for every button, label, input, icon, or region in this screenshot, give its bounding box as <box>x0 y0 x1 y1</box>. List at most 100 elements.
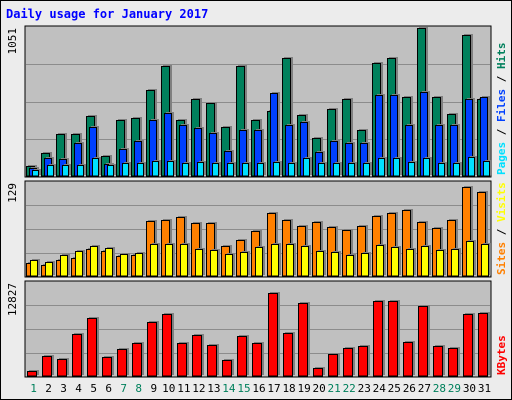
bar-pages-day-2 <box>47 165 54 177</box>
legend-item: Hits <box>495 43 508 70</box>
bar-pages-day-24 <box>378 158 385 177</box>
bar-sites-day-10 <box>165 244 173 277</box>
bar-kbytes-day-9 <box>147 322 157 377</box>
bar-kbytes-day-26 <box>403 342 413 377</box>
bar-pages-day-10 <box>167 161 174 177</box>
bar-kbytes-day-18 <box>283 333 293 377</box>
bar-pages-day-11 <box>182 163 189 177</box>
bar-kbytes-day-23 <box>358 346 368 377</box>
bar-pages-day-1 <box>32 170 39 177</box>
bar-kbytes-day-12 <box>192 335 202 377</box>
bar-pages-day-8 <box>137 163 144 177</box>
bar-kbytes-day-2 <box>42 356 52 377</box>
x-tick-label-day-15: 15 <box>237 382 250 395</box>
bar-kbytes-day-25 <box>388 301 398 377</box>
bar-kbytes-day-6 <box>102 357 112 377</box>
bar-pages-day-16 <box>257 163 264 177</box>
x-tick-label-day-6: 6 <box>105 382 112 395</box>
bar-pages-day-26 <box>408 162 415 177</box>
x-tick-label-day-14: 14 <box>222 382 236 395</box>
legend-item: Sites <box>495 242 508 275</box>
bar-kbytes-day-4 <box>72 334 82 377</box>
bar-pages-day-9 <box>152 161 159 177</box>
bar-kbytes-day-15 <box>237 336 247 377</box>
bar-kbytes-day-17 <box>268 293 278 377</box>
bar-sites-day-14 <box>225 254 233 277</box>
bar-sites-day-3 <box>60 255 68 277</box>
x-tick-label-day-22: 22 <box>343 382 356 395</box>
bar-pages-day-21 <box>333 163 340 177</box>
x-axis-day-labels: 1 2 3 4 5 6 7 8 9 10 11 12 13 14 15 16 17 18 19 20 21 22 23 24 2… <box>30 382 491 395</box>
bar-sites-day-8 <box>135 253 143 277</box>
bar-sites-day-19 <box>301 246 309 277</box>
x-tick-label-day-31: 31 <box>478 382 491 395</box>
x-tick-label-day-9: 9 <box>150 382 157 395</box>
bar-kbytes-day-16 <box>252 343 262 377</box>
x-tick-label-day-10: 10 <box>162 382 175 395</box>
bar-sites-day-1 <box>30 260 38 277</box>
bar-pages-day-31 <box>483 161 490 177</box>
bar-pages-day-14 <box>227 163 234 177</box>
bar-sites-day-17 <box>271 244 279 277</box>
bar-pages-day-3 <box>62 165 69 177</box>
bar-kbytes-day-30 <box>463 314 473 377</box>
legend-item: KBytes <box>495 335 508 375</box>
bar-sites-day-21 <box>331 252 339 277</box>
bar-sites-day-2 <box>45 262 53 277</box>
bar-kbytes-day-10 <box>162 314 172 377</box>
bar-kbytes-day-20 <box>313 368 323 377</box>
legend-visitors: Sites / Visits <box>495 182 508 275</box>
x-tick-label-day-25: 25 <box>388 382 401 395</box>
bar-pages-day-28 <box>438 163 445 177</box>
bar-sites-day-23 <box>361 253 369 277</box>
x-tick-label-day-19: 19 <box>297 382 310 395</box>
bar-sites-day-7 <box>120 254 128 277</box>
bar-sites-day-27 <box>421 246 429 277</box>
bar-sites-day-12 <box>195 249 203 277</box>
legend-item: Pages <box>495 142 508 175</box>
bar-sites-day-11 <box>180 244 188 277</box>
legend-usage: Pages / Files / Hits <box>495 43 508 176</box>
x-tick-label-day-28: 28 <box>433 382 446 395</box>
bar-sites-day-15 <box>240 252 248 277</box>
bar-pages-day-15 <box>242 163 249 177</box>
bar-sites-day-13 <box>210 250 218 277</box>
x-tick-label-day-4: 4 <box>75 382 82 395</box>
bar-sites-day-26 <box>406 249 414 277</box>
x-tick-label-day-18: 18 <box>282 382 295 395</box>
x-tick-label-day-5: 5 <box>90 382 97 395</box>
bar-pages-day-18 <box>288 163 295 177</box>
bar-kbytes-day-22 <box>343 348 353 377</box>
x-tick-label-day-24: 24 <box>373 382 387 395</box>
bar-kbytes-day-29 <box>448 348 458 377</box>
legend-item: / <box>495 69 508 89</box>
y-max-label: 129 <box>6 183 19 203</box>
x-tick-label-day-20: 20 <box>313 382 326 395</box>
bar-kbytes-day-13 <box>207 345 217 377</box>
bar-kbytes-day-19 <box>298 303 308 377</box>
legend-item: Files <box>495 89 508 122</box>
legend-item: Visits <box>495 182 508 222</box>
y-max-label: 12827 <box>6 283 19 316</box>
bar-sites-day-22 <box>346 255 354 277</box>
bar-kbytes-day-5 <box>87 318 97 377</box>
legend-item: / <box>495 222 508 242</box>
chart-panels: 1051 Pages / Files / Hits 129 Sites / Visit… <box>6 25 508 378</box>
x-tick-label-day-2: 2 <box>45 382 52 395</box>
bar-kbytes-day-28 <box>433 346 443 377</box>
bar-pages-day-20 <box>318 163 325 177</box>
bar-kbytes-day-7 <box>117 349 127 377</box>
bar-sites-day-9 <box>150 244 158 277</box>
bar-sites-day-6 <box>105 248 113 277</box>
bar-sites-day-29 <box>451 249 459 277</box>
bar-kbytes-day-27 <box>418 306 428 377</box>
bar-sites-day-30 <box>466 241 474 277</box>
x-tick-label-day-1: 1 <box>30 382 37 395</box>
x-tick-label-day-11: 11 <box>177 382 190 395</box>
bar-sites-day-24 <box>376 245 384 277</box>
bar-sites-day-25 <box>391 247 399 277</box>
bar-pages-day-17 <box>273 162 280 177</box>
bar-pages-day-13 <box>212 163 219 177</box>
bar-pages-day-25 <box>393 158 400 177</box>
